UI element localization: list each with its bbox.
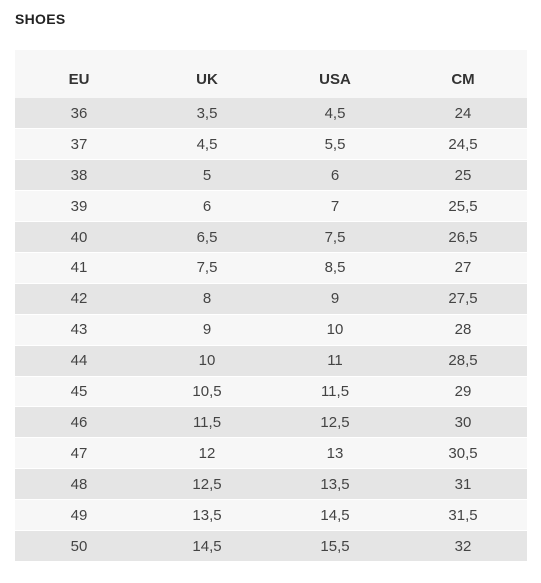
table-cell-usa: 13 [271, 437, 399, 469]
table-row: 47 12 13 30,5 [15, 437, 527, 469]
table-cell-cm: 25 [399, 159, 527, 191]
table-cell-cm: 31 [399, 468, 527, 500]
table-cell-cm: 28 [399, 313, 527, 346]
table-cell-eu: 49 [15, 499, 143, 531]
table-cell-usa: 15,5 [271, 529, 399, 562]
table-cell-usa: 14,5 [271, 499, 399, 531]
table-cell-eu: 47 [15, 437, 143, 469]
table-cell-cm: 31,5 [399, 499, 527, 531]
table-row: 44 10 11 28,5 [15, 344, 527, 377]
table-cell-eu: 41 [15, 251, 143, 284]
table-row: 39 6 7 25,5 [15, 190, 527, 222]
table-cell-uk: 8 [143, 282, 271, 315]
table-cell-cm: 30 [399, 406, 527, 438]
column-header-usa: USA [319, 70, 351, 88]
table-cell-usa: 8,5 [271, 251, 399, 284]
table-row: 46 11,5 12,5 30 [15, 406, 527, 438]
table-row: 41 7,5 8,5 27 [15, 251, 527, 284]
table-cell-uk: 9 [143, 313, 271, 346]
table-cell-uk: 10,5 [143, 375, 271, 407]
table-cell-uk: 6,5 [143, 221, 271, 253]
table-cell-eu: 50 [15, 529, 143, 562]
table-row: 49 13,5 14,5 31,5 [15, 499, 527, 531]
table-cell-usa: 7 [271, 190, 399, 222]
table-row: 36 3,5 4,5 24 [15, 98, 527, 129]
table-cell-usa: 5,5 [271, 128, 399, 160]
table-row: 45 10,5 11,5 29 [15, 375, 527, 407]
table-cell-uk: 10 [143, 344, 271, 377]
table-cell-eu: 42 [15, 282, 143, 315]
table-header-row: EU UK USA CM [15, 50, 527, 98]
table-cell-usa: 7,5 [271, 221, 399, 253]
table-cell-cm: 25,5 [399, 190, 527, 222]
shoe-size-table: EU UK USA CM 36 3,5 4,5 24 37 4,5 5,5 24,5 38 5 6 2… [15, 50, 527, 562]
table-cell-cm: 32 [399, 529, 527, 562]
table-cell-usa: 11 [271, 344, 399, 377]
column-header-eu: EU [68, 70, 90, 88]
table-cell-eu: 45 [15, 375, 143, 407]
table-cell-usa: 13,5 [271, 468, 399, 500]
table-cell-uk: 11,5 [143, 406, 271, 438]
table-cell-usa: 4,5 [324, 104, 346, 122]
column-header-uk: UK [196, 70, 218, 88]
table-cell-cm: 28,5 [399, 344, 527, 377]
table-cell-usa: 6 [271, 159, 399, 191]
table-cell-uk: 5 [143, 159, 271, 191]
table-cell-cm: 27 [399, 251, 527, 284]
table-cell-uk: 6 [143, 190, 271, 222]
table-cell-uk: 7,5 [143, 251, 271, 284]
table-cell-uk: 13,5 [143, 499, 271, 531]
page-title: SHOES [15, 11, 66, 27]
table-cell-eu: 36 [70, 104, 88, 122]
table-cell-eu: 40 [15, 221, 143, 253]
table-cell-cm: 24 [454, 104, 472, 122]
table-cell-uk: 14,5 [143, 529, 271, 562]
table-row: 48 12,5 13,5 31 [15, 468, 527, 500]
table-cell-uk: 3,5 [196, 104, 218, 122]
table-cell-eu: 39 [15, 190, 143, 222]
table-row: 38 5 6 25 [15, 159, 527, 191]
table-cell-eu: 38 [15, 159, 143, 191]
table-cell-cm: 27,5 [399, 282, 527, 315]
table-cell-usa: 12,5 [271, 406, 399, 438]
table-cell-eu: 37 [15, 128, 143, 160]
table-cell-cm: 30,5 [399, 437, 527, 469]
table-cell-cm: 29 [399, 375, 527, 407]
table-row: 50 14,5 15,5 32 [15, 529, 527, 562]
table-cell-uk: 12 [143, 437, 271, 469]
table-cell-usa: 9 [271, 282, 399, 315]
table-cell-eu: 43 [15, 313, 143, 346]
table-cell-eu: 44 [15, 344, 143, 377]
table-cell-uk: 4,5 [143, 128, 271, 160]
table-row: 43 9 10 28 [15, 313, 527, 346]
table-cell-eu: 48 [15, 468, 143, 500]
table-row: 37 4,5 5,5 24,5 [15, 128, 527, 160]
table-cell-eu: 46 [15, 406, 143, 438]
table-cell-usa: 11,5 [271, 375, 399, 407]
table-body: 36 3,5 4,5 24 37 4,5 5,5 24,5 38 5 6 25 39 6 7 25,5 40 6,… [15, 98, 527, 562]
table-cell-uk: 12,5 [143, 468, 271, 500]
table-row: 40 6,5 7,5 26,5 [15, 221, 527, 253]
table-cell-cm: 26,5 [399, 221, 527, 253]
table-cell-usa: 10 [271, 313, 399, 346]
column-header-cm: CM [451, 70, 475, 88]
table-cell-cm: 24,5 [399, 128, 527, 160]
table-row: 42 8 9 27,5 [15, 282, 527, 315]
